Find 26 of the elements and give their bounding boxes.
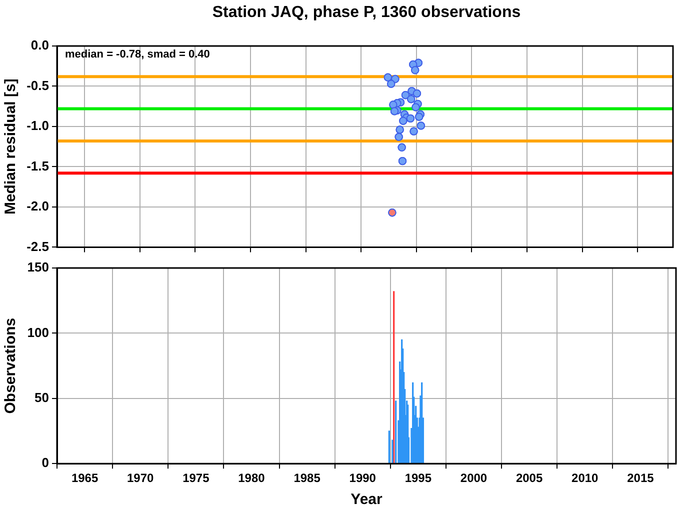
y-tick-label: -2.0: [26, 198, 49, 214]
x-tick-label: 1990: [349, 471, 376, 486]
y-axis-title: Median residual [s]: [2, 78, 20, 215]
y-tick-label: 0: [42, 455, 49, 470]
y-tick-label: 100: [27, 324, 49, 340]
x-tick-label: 2010: [572, 471, 599, 486]
y-tick-label: 150: [27, 260, 49, 275]
x-tick-label: 1995: [404, 471, 432, 486]
x-tick-label: 1965: [71, 471, 98, 486]
x-tick-label: 1985: [294, 471, 321, 486]
y-tick-label: 0.0: [30, 38, 49, 53]
annotation: median = -0.78, smad = 0.40: [65, 48, 210, 61]
x-tick-label: 1970: [126, 471, 154, 486]
y-tick-label: -0.5: [26, 78, 49, 93]
y-tick-label: -1.0: [26, 118, 49, 134]
x-tick-label: 2000: [460, 471, 488, 486]
x-tick-label: 2005: [516, 471, 543, 486]
x-tick-label: 2015: [627, 471, 654, 486]
x-tick-label: 1975: [182, 471, 210, 486]
y-axis-title: Observations: [2, 318, 20, 414]
y-tick-label: -1.5: [26, 158, 49, 174]
y-tick-label: 50: [34, 390, 49, 405]
x-tick-label: 1980: [238, 471, 266, 486]
x-axis-title: Year: [350, 491, 383, 508]
chart-title: Station JAQ, phase P, 1360 observations: [211, 4, 522, 22]
y-tick-label: -2.5: [26, 238, 49, 254]
